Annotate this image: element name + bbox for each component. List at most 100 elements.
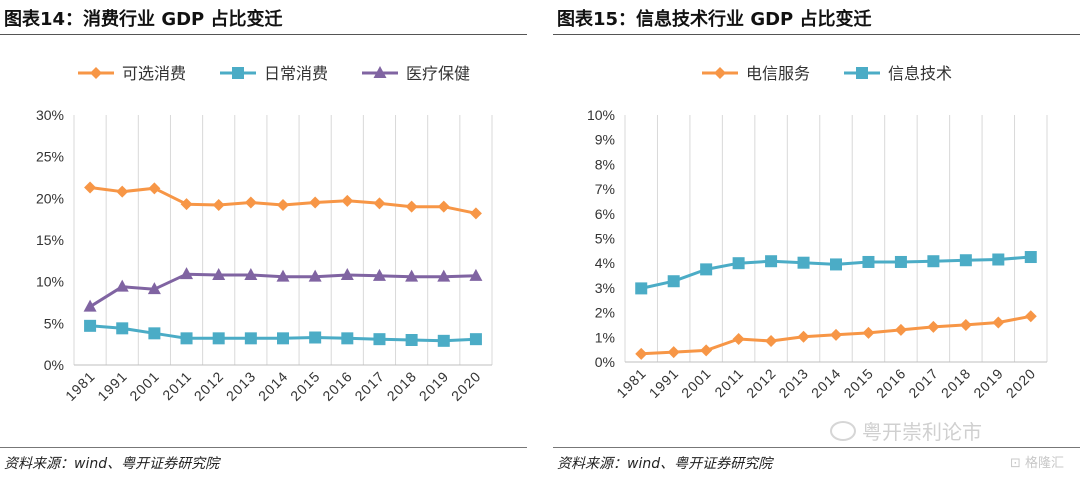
data-point <box>469 333 482 346</box>
data-point <box>84 181 97 194</box>
figure-14-bottom-rule <box>0 447 527 448</box>
data-point <box>959 318 972 331</box>
data-point <box>116 322 129 335</box>
data-point <box>797 330 810 343</box>
it-gdp-share-chart: 0%1%2%3%4%5%6%7%8%9%10%19811991200120112… <box>587 64 1048 401</box>
y-axis-ticks: 0% 1% 2% 3% 4% 5% 6% 7% 8% 9% 10% <box>587 107 615 370</box>
figure-14: 图表14：消费行业 GDP 占比变迁 0% 5% 10% 15% 20% 25% 30% 19… <box>0 0 527 477</box>
x-tick-label: 2016 <box>319 368 355 404</box>
data-point <box>894 323 907 336</box>
data-point <box>373 333 386 346</box>
x-tick-label: 2001 <box>678 365 714 401</box>
figure-14-source: 资料来源：wind、粤开证券研究院 <box>4 456 220 472</box>
legend-marker <box>90 67 102 79</box>
data-point <box>84 319 97 332</box>
data-point <box>180 198 193 211</box>
data-point <box>437 269 451 282</box>
x-tick-label: 2020 <box>448 368 484 404</box>
watermark-text: 粤开崇利论市 <box>862 420 982 444</box>
x-tick-label: 1991 <box>646 365 682 401</box>
data-point <box>862 326 875 339</box>
y-tick-label: 5% <box>595 231 615 247</box>
data-point <box>469 268 483 281</box>
legend-label: 电信服务 <box>746 64 810 83</box>
data-point <box>667 346 680 359</box>
series-2 <box>84 319 482 347</box>
data-point <box>927 320 940 333</box>
gridlines <box>73 115 493 365</box>
data-point <box>115 279 129 292</box>
figure-15-bottom-rule <box>553 447 1080 448</box>
figure-15-source: 资料来源：wind、粤开证券研究院 <box>557 456 773 472</box>
y-tick-label: 0% <box>595 354 615 370</box>
gelonghui-logo: ⊡ 格隆汇 <box>1010 456 1065 471</box>
legend-marker <box>856 67 868 79</box>
x-tick-label: 2013 <box>223 368 259 404</box>
y-tick-label: 20% <box>36 190 64 206</box>
data-point <box>667 275 680 288</box>
x-tick-label: 2019 <box>970 365 1006 401</box>
y-tick-label: 30% <box>36 107 64 123</box>
data-point <box>700 344 713 357</box>
series-3 <box>83 267 483 312</box>
data-point <box>277 199 289 211</box>
data-point <box>148 182 161 195</box>
data-point <box>469 207 482 220</box>
legend-marker <box>373 66 387 78</box>
data-point <box>732 257 745 270</box>
data-point <box>635 282 648 295</box>
x-tick-label: 2015 <box>840 365 876 401</box>
data-point <box>405 269 419 282</box>
data-point <box>405 200 418 213</box>
x-tick-label: 1981 <box>62 368 98 404</box>
x-tick-label: 2001 <box>126 368 162 404</box>
y-tick-label: 7% <box>595 181 615 197</box>
data-point <box>405 334 418 346</box>
data-point <box>437 334 450 347</box>
data-point <box>277 332 289 345</box>
data-point <box>212 332 225 345</box>
data-point <box>437 200 450 213</box>
y-axis-ticks: 0% 5% 10% 15% 20% 25% 30% <box>36 107 64 373</box>
data-point <box>341 332 354 345</box>
data-point <box>373 197 386 210</box>
y-tick-label: 2% <box>595 305 615 321</box>
data-point <box>927 255 940 268</box>
data-point <box>212 268 226 280</box>
x-tick-label: 2012 <box>743 365 779 401</box>
data-point <box>732 333 745 346</box>
x-tick-label: 2011 <box>159 368 194 403</box>
data-point <box>180 267 194 280</box>
x-axis-ticks: 1981199120012011201220132014201520162017… <box>613 365 1039 401</box>
data-point <box>765 255 778 268</box>
data-point <box>180 332 193 345</box>
data-point <box>212 199 225 211</box>
x-tick-label: 2015 <box>287 368 323 404</box>
y-tick-label: 0% <box>44 357 64 373</box>
figure-14-title: 图表14：消费行业 GDP 占比变迁 <box>4 9 283 30</box>
y-tick-label: 5% <box>44 315 64 331</box>
figure-15-title: 图表15：信息技术行业 GDP 占比变迁 <box>557 9 872 30</box>
data-point <box>992 253 1005 266</box>
data-point <box>341 194 354 207</box>
data-point <box>765 335 778 348</box>
wechat-watermark: 粤开崇利论市 <box>830 416 982 445</box>
legend-marker <box>232 67 244 79</box>
legend-label: 信息技术 <box>888 64 952 83</box>
y-tick-label: 4% <box>595 255 615 271</box>
data-point <box>372 268 386 281</box>
x-tick-label: 1991 <box>94 368 130 404</box>
consumer-gdp-share-chart: 0%5%10%15%20%25%30%198119912001201120122… <box>36 64 493 404</box>
data-point <box>309 331 322 344</box>
x-tick-label: 2019 <box>416 368 452 404</box>
legend: 电信服务 信息技术 <box>702 64 952 83</box>
x-tick-label: 2014 <box>808 365 844 401</box>
y-tick-label: 10% <box>36 274 64 290</box>
x-tick-label: 2013 <box>775 365 811 401</box>
y-tick-label: 10% <box>587 107 615 123</box>
data-point <box>276 269 290 282</box>
y-tick-label: 6% <box>595 206 615 222</box>
data-point <box>1024 310 1037 323</box>
data-point <box>862 255 875 268</box>
series-2 <box>635 251 1037 295</box>
